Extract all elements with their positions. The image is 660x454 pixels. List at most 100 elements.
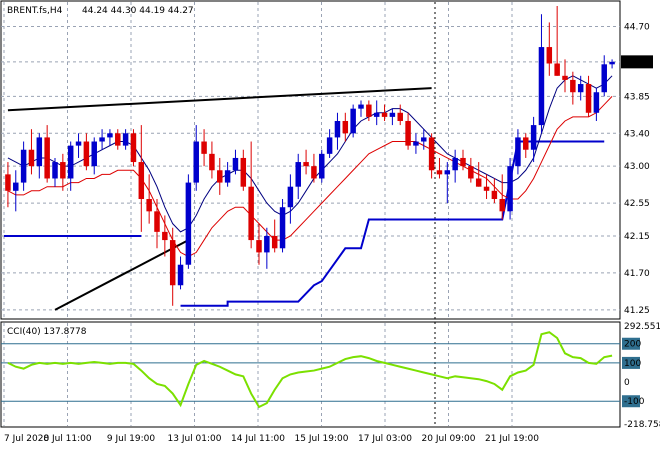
candle (499, 174, 505, 220)
candle (154, 199, 160, 249)
candle (193, 125, 199, 191)
candle (107, 129, 113, 146)
candle-body (60, 162, 66, 179)
candle (326, 129, 333, 158)
candle (585, 75, 592, 117)
candle-body (20, 149, 27, 183)
candle-body (413, 141, 419, 146)
candle-body (232, 157, 239, 171)
cci-tick-label: -218.758 (624, 420, 660, 430)
price-tick-label: 42.15 (624, 232, 650, 242)
candle (13, 170, 19, 212)
candle-body (601, 64, 607, 93)
time-tick-label: 7 Jul 2020 (4, 434, 49, 444)
candle (483, 174, 490, 200)
candle-body (381, 112, 388, 117)
candle-body (334, 120, 341, 138)
candle (303, 149, 309, 175)
candle-body (483, 186, 490, 191)
candle-body (546, 47, 553, 64)
candle-body (99, 137, 105, 142)
candle-body (154, 211, 160, 232)
candle-body (460, 157, 466, 167)
candle-body (311, 166, 317, 179)
candle-body (373, 112, 380, 117)
candle (240, 149, 247, 191)
candle (523, 133, 529, 158)
candle-body (91, 141, 97, 167)
time-tick-label: 21 Jul 19:00 (485, 434, 539, 444)
cci-tick-label: 292.5516 (624, 322, 660, 332)
candle-body (162, 231, 168, 241)
candle-body (554, 63, 560, 76)
cci-level-badge (622, 356, 640, 369)
candle (75, 133, 82, 158)
candle (130, 129, 137, 167)
candle (122, 129, 129, 150)
candle-body (562, 75, 568, 80)
candle (491, 178, 498, 204)
candle-body (185, 182, 192, 265)
candle (421, 129, 427, 150)
price-tick-label: 41.25 (624, 306, 650, 316)
candle-body (421, 137, 427, 142)
candle (358, 100, 364, 117)
candle-body (44, 137, 50, 179)
candle-body (5, 174, 11, 191)
time-tick-label: 13 Jul 01:00 (168, 434, 222, 444)
candle-body (107, 133, 113, 138)
candle-body (177, 264, 184, 286)
candle (279, 199, 286, 253)
candle (67, 141, 74, 191)
cci-series (1, 331, 620, 409)
candle (115, 129, 121, 150)
candle (444, 162, 451, 204)
candle (91, 137, 97, 175)
candles[interactable] (5, 6, 615, 306)
candle-body (146, 199, 152, 212)
candle (397, 104, 403, 126)
upper-trend-line (7, 87, 432, 112)
candle (20, 141, 27, 191)
candle (256, 223, 262, 265)
time-tick-label: 20 Jul 09:00 (422, 434, 476, 444)
candle (562, 59, 568, 93)
candle (334, 112, 341, 150)
candle-body (209, 153, 215, 171)
candle-body (122, 133, 129, 146)
price-tick-label: 44.70 (624, 23, 650, 33)
candle-body (507, 166, 513, 212)
candle (546, 22, 553, 76)
candle-body (593, 92, 600, 113)
candle-body (319, 153, 325, 179)
candle (52, 157, 58, 187)
candle (350, 104, 356, 138)
candle-body (52, 162, 58, 179)
candle (5, 162, 11, 208)
candle-body (303, 162, 309, 167)
candle (177, 256, 184, 290)
candle (162, 215, 168, 257)
candle-body (28, 149, 35, 167)
price-tick-label: 41.70 (624, 269, 650, 279)
candle-body (428, 137, 435, 171)
candle-body (499, 199, 505, 212)
candle (209, 141, 215, 179)
candle-body (264, 235, 270, 253)
candle-body (530, 125, 537, 150)
candle-body (83, 141, 90, 167)
candle-body (130, 133, 137, 163)
price-tick-label: 43.40 (624, 129, 650, 139)
candle-body (256, 240, 262, 253)
candle-body (279, 207, 286, 249)
candle (538, 14, 545, 134)
candle (264, 227, 270, 269)
candle (217, 157, 223, 195)
cci-level-badge (622, 395, 640, 408)
candle-body (248, 186, 254, 241)
candle (224, 162, 231, 187)
time-tick-label: 9 Jul 19:00 (107, 434, 156, 444)
cci-level-label: 100 (624, 359, 641, 369)
